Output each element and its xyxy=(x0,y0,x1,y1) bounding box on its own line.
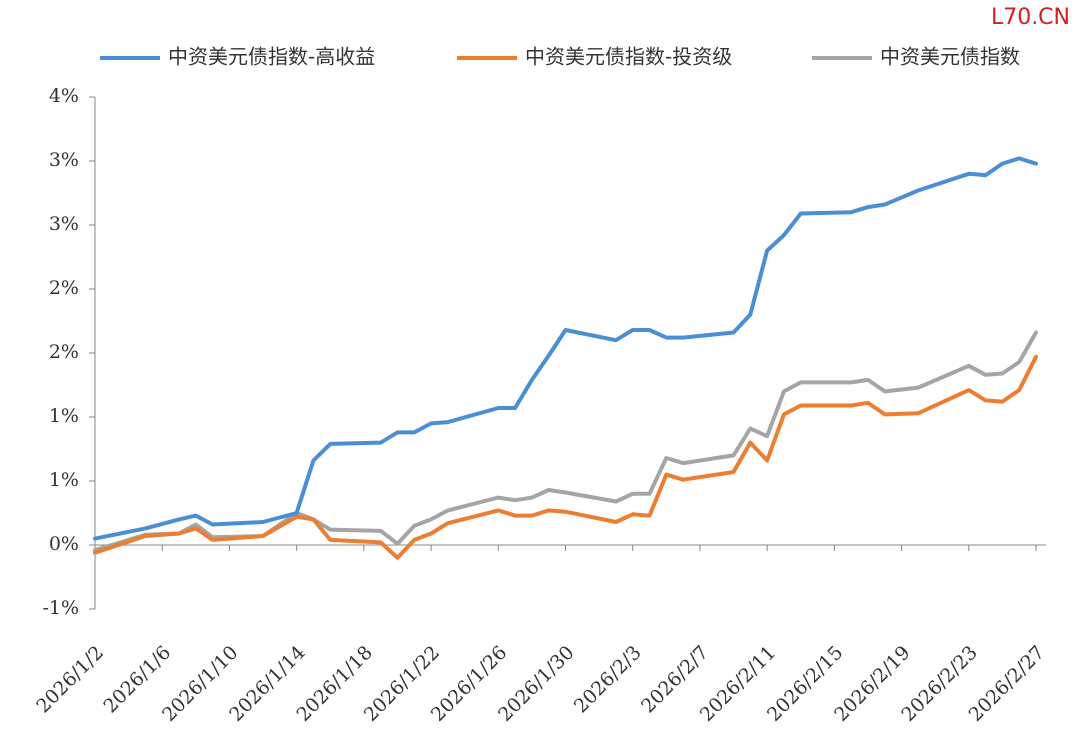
x-tick-label: 2026/1/2 xyxy=(32,642,108,718)
y-tick-label: 4% xyxy=(49,85,79,107)
y-tick-label: 0% xyxy=(49,533,79,555)
y-tick-label: 3% xyxy=(49,213,79,235)
x-tick-label: 2026/2/3 xyxy=(570,642,646,718)
legend-label: 中资美元债指数-投资级 xyxy=(525,45,732,69)
legend-label: 中资美元债指数-高收益 xyxy=(168,45,375,69)
series-line xyxy=(93,354,1038,560)
y-tick-label: 1% xyxy=(49,469,79,491)
y-tick-label: 2% xyxy=(49,341,79,363)
series-line xyxy=(93,156,1038,541)
watermark: L70.CN xyxy=(991,5,1070,30)
y-tick-label: -1% xyxy=(42,597,79,619)
legend: 中资美元债指数-高收益 中资美元债指数-投资级 中资美元债指数 xyxy=(100,45,1020,69)
series-line xyxy=(93,330,1038,553)
y-tick-label: 2% xyxy=(49,277,79,299)
legend-label: 中资美元债指数 xyxy=(880,45,1020,69)
y-tick-label: 3% xyxy=(49,149,79,171)
y-tick-label: 1% xyxy=(49,405,79,427)
